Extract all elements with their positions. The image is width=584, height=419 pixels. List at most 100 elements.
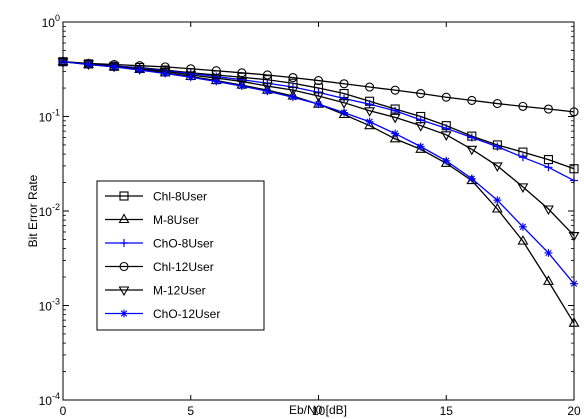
data-point-ChO-12User: [237, 82, 246, 91]
data-point-Chl-12User: [518, 101, 528, 111]
legend-label: Chl-12User: [153, 260, 214, 274]
data-point-M-8User: [466, 174, 478, 185]
legend-label: ChO-12User: [153, 307, 220, 321]
data-point-ChO-8User: [314, 88, 323, 97]
data-point-M-12User: [185, 71, 197, 82]
legend-entry-M-8User: M-8User: [105, 213, 199, 227]
y-tick-label: 10-1: [39, 108, 60, 125]
data-point-ChO-12User: [110, 62, 119, 71]
legend-box: [96, 180, 265, 331]
legend-entry-Chl-8User: Chl-8User: [105, 190, 207, 204]
data-point-M-12User: [415, 122, 427, 132]
y-tick-label: 10-3: [39, 297, 60, 314]
data-point-M-12User: [338, 99, 350, 109]
data-point-Chl-12User: [339, 79, 349, 89]
data-point-ChO-8User: [442, 124, 451, 133]
data-point-ChO-12User: [544, 248, 553, 257]
data-point-M-12User: [261, 82, 273, 93]
series-line-M-12User: [62, 61, 575, 236]
series-line-Chl-12User: [62, 61, 575, 113]
legend-entry-Chl-12User: Chl-12User: [105, 260, 214, 274]
data-point-ChO-12User: [493, 196, 502, 205]
data-point-ChO-12User: [135, 66, 144, 75]
legend-marker: [120, 239, 128, 247]
x-tick-label: 5: [187, 404, 194, 418]
axis-ticks: 0 5 10 15 20 100 10-1 10-2 10-3 10-4: [39, 13, 581, 418]
data-point-M-12User: [364, 107, 376, 117]
x-tick-label: 10: [312, 404, 326, 418]
data-point-ChO-8User: [493, 142, 502, 151]
data-point-M-8User: [389, 132, 401, 143]
data-point-ChO-8User: [544, 163, 553, 172]
data-point-M-8User: [517, 235, 529, 245]
legend-entry-ChO-12User: ChO-12User: [105, 307, 220, 321]
data-point-ChO-12User: [186, 73, 195, 82]
series-layer: [57, 55, 580, 327]
data-point-ChO-12User: [365, 117, 374, 126]
data-point-Chl-12User: [365, 82, 375, 92]
data-point-ChO-12User: [263, 87, 272, 96]
series-M-12User: [57, 58, 580, 242]
data-point-ChO-12User: [314, 100, 323, 109]
x-axis-label: Eb/N0 [dB]: [289, 403, 347, 417]
legend-marker: [118, 213, 130, 224]
data-point-ChO-8User: [467, 133, 476, 142]
x-tick-label: 0: [60, 404, 67, 418]
data-point-ChO-12User: [288, 93, 297, 102]
legend-marker: [119, 191, 129, 201]
legend-label: ChO-8User: [153, 237, 214, 251]
y-tick-label: 100: [42, 13, 60, 30]
data-point-M-12User: [543, 205, 554, 216]
data-point-M-12User: [159, 67, 171, 78]
x-tick-label: 20: [567, 404, 581, 418]
data-point-Chl-12User: [543, 104, 554, 114]
data-point-Chl-12User: [313, 76, 324, 86]
legend-entry-ChO-8User: ChO-8User: [105, 237, 214, 251]
data-point-ChO-12User: [391, 129, 400, 138]
data-point-M-12User: [389, 113, 401, 124]
data-point-Chl-12User: [390, 85, 400, 95]
data-point-ChO-12User: [84, 60, 93, 69]
data-point-M-12User: [517, 183, 529, 193]
y-axis-label: Bit Error Rate: [26, 174, 40, 247]
data-point-Chl-12User: [186, 64, 196, 74]
legend-marker: [118, 286, 130, 297]
data-point-M-8User: [543, 275, 554, 285]
data-point-M-12User: [287, 86, 299, 97]
data-point-ChO-12User: [518, 222, 527, 231]
data-point-Chl-12User: [262, 70, 272, 80]
legend-label: Chl-8User: [153, 190, 207, 204]
legend-marker: [119, 261, 129, 272]
series-ChO-12User: [59, 57, 578, 288]
data-point-ChO-12User: [442, 156, 451, 165]
data-point-Chl-12User: [492, 99, 502, 109]
data-point-ChO-12User: [416, 142, 425, 151]
legend: Chl-8User M-8User ChO-8User Chl-12User M-12U…: [96, 180, 265, 331]
data-point-ChO-12User: [340, 108, 349, 117]
data-point-Chl-12User: [416, 88, 426, 99]
data-point-M-12User: [466, 145, 478, 156]
data-point-M-8User: [491, 202, 503, 213]
data-point-M-12User: [236, 77, 248, 88]
data-point-ChO-8User: [518, 153, 527, 162]
data-point-ChO-8User: [365, 100, 374, 109]
legend-label: M-8User: [153, 213, 199, 227]
data-point-ChO-12User: [161, 69, 170, 78]
legend-entry-M-12User: M-12User: [105, 284, 206, 298]
y-tick-label: 10-2: [39, 202, 60, 219]
legend-label: M-12User: [153, 284, 206, 298]
data-point-ChO-8User: [391, 106, 400, 115]
data-point-ChO-8User: [340, 94, 349, 103]
data-point-Chl-12User: [441, 92, 451, 102]
y-tick-label: 10-4: [39, 391, 60, 408]
data-point-Chl-12User: [237, 68, 247, 78]
data-point-ChO-12User: [467, 174, 476, 183]
x-tick-label: 15: [440, 404, 454, 418]
data-point-Chl-12User: [467, 95, 477, 105]
data-point-M-12User: [440, 131, 452, 141]
data-point-M-12User: [491, 162, 503, 173]
legend-marker: [120, 309, 128, 318]
data-point-M-12User: [313, 92, 324, 103]
